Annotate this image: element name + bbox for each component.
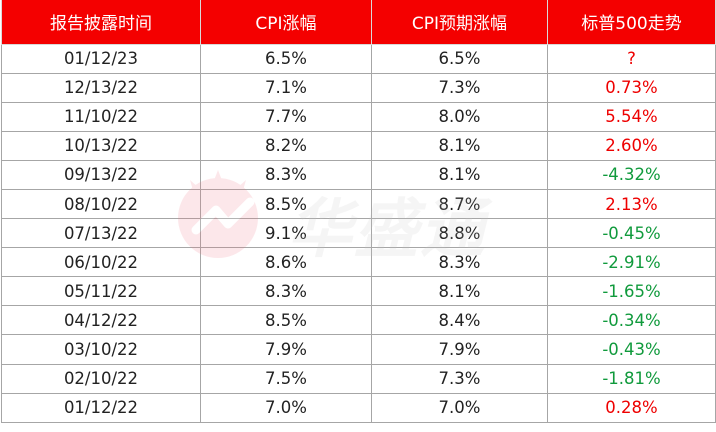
cell-cpi-expected: 8.1% [371, 130, 548, 161]
cell-report-date: 12/13/22 [1, 72, 201, 103]
cell-cpi-increase: 9.1% [200, 218, 372, 249]
table-row: 01/12/23 6.5% 6.5%? [1, 43, 716, 74]
cell-report-date: 09/13/22 [1, 159, 201, 190]
cell-sp500-change: ? [547, 43, 716, 74]
table-row: 01/12/22 7.0% 7.0% 0.28% [1, 392, 716, 423]
cell-cpi-expected: 7.0% [371, 392, 548, 423]
cell-sp500-change: -1.65% [547, 276, 716, 307]
table-row: 08/10/22 8.5% 8.7% 2.13% [1, 188, 716, 220]
table-row: 05/11/22 8.3% 8.1% -1.65% [1, 276, 716, 307]
header-report-date: 报告披露时间 [1, 0, 201, 45]
cell-cpi-expected: 7.3% [371, 363, 548, 394]
cell-cpi-expected: 8.0% [371, 101, 548, 132]
cell-sp500-change: 2.60% [547, 130, 716, 161]
cell-cpi-increase: 8.3% [200, 159, 372, 190]
cell-cpi-increase: 8.3% [200, 276, 372, 307]
cell-cpi-expected: 8.7% [371, 188, 548, 220]
table-row: 12/13/22 7.1% 7.3% 0.73% [1, 72, 716, 103]
table-row: 04/12/22 8.5% 8.4% -0.34% [1, 305, 716, 336]
cell-cpi-increase: 7.1% [200, 72, 372, 103]
cell-cpi-expected: 8.1% [371, 276, 548, 307]
cell-report-date: 01/12/22 [1, 392, 201, 423]
cell-report-date: 05/11/22 [1, 276, 201, 307]
cell-cpi-increase: 8.6% [200, 247, 372, 278]
table-row: 09/13/22 8.3% 8.1% -4.32% [1, 159, 716, 190]
table-row: 02/10/22 7.5% 7.3% -1.81% [1, 363, 716, 394]
header-cpi-increase: CPI涨幅 [200, 0, 372, 45]
cell-cpi-increase: 6.5% [200, 43, 372, 74]
cell-cpi-expected: 8.8% [371, 218, 548, 249]
table-body: 01/12/23 6.5% 6.5%? 12/13/22 7.1% 7.3% 0.73% 11… [1, 43, 716, 423]
cell-sp500-change: -0.45% [547, 218, 716, 249]
cell-cpi-expected: 6.5% [371, 43, 548, 74]
cell-cpi-increase: 7.9% [200, 334, 372, 365]
cell-cpi-increase: 7.7% [200, 101, 372, 132]
cell-report-date: 10/13/22 [1, 130, 201, 161]
cell-sp500-change: -0.34% [547, 305, 716, 336]
table-row: 06/10/22 8.6% 8.3% -2.91% [1, 247, 716, 278]
cell-report-date: 04/12/22 [1, 305, 201, 336]
cell-sp500-change: -4.32% [547, 159, 716, 190]
cell-cpi-increase: 7.0% [200, 392, 372, 423]
cell-report-date: 07/13/22 [1, 218, 201, 249]
cell-sp500-change: 5.54% [547, 101, 716, 132]
cell-cpi-increase: 7.5% [200, 363, 372, 394]
cell-sp500-change: -2.91% [547, 247, 716, 278]
cpi-sp500-table: 报告披露时间 CPI涨幅 CPI预期涨幅 标普500走势 01/12/23 6.5… [1, 0, 716, 423]
cell-sp500-change: -1.81% [547, 363, 716, 394]
table-row: 11/10/22 7.7% 8.0% 5.54% [1, 101, 716, 132]
cell-cpi-expected: 7.3% [371, 72, 548, 103]
cell-report-date: 11/10/22 [1, 101, 201, 132]
cell-cpi-increase: 8.5% [200, 305, 372, 336]
cell-cpi-expected: 7.9% [371, 334, 548, 365]
cell-sp500-change: 0.73% [547, 72, 716, 103]
cell-sp500-change: 0.28% [547, 392, 716, 423]
table-row: 07/13/22 9.1% 8.8% -0.45% [1, 218, 716, 249]
cell-sp500-change: -0.43% [547, 334, 716, 365]
cell-cpi-expected: 8.3% [371, 247, 548, 278]
cell-report-date: 06/10/22 [1, 247, 201, 278]
cell-cpi-increase: 8.2% [200, 130, 372, 161]
cell-report-date: 01/12/23 [1, 43, 201, 74]
cell-report-date: 03/10/22 [1, 334, 201, 365]
cell-cpi-expected: 8.4% [371, 305, 548, 336]
cell-sp500-change: 2.13% [547, 188, 716, 220]
table-header-row: 报告披露时间 CPI涨幅 CPI预期涨幅 标普500走势 [1, 0, 716, 45]
header-cpi-expected: CPI预期涨幅 [371, 0, 548, 45]
cell-cpi-increase: 8.5% [200, 188, 372, 220]
header-sp500-trend: 标普500走势 [547, 0, 716, 45]
table-row: 10/13/22 8.2% 8.1% 2.60% [1, 130, 716, 161]
cell-report-date: 08/10/22 [1, 188, 201, 220]
cell-cpi-expected: 8.1% [371, 159, 548, 190]
cell-report-date: 02/10/22 [1, 363, 201, 394]
table-row: 03/10/22 7.9% 7.9% -0.43% [1, 334, 716, 365]
